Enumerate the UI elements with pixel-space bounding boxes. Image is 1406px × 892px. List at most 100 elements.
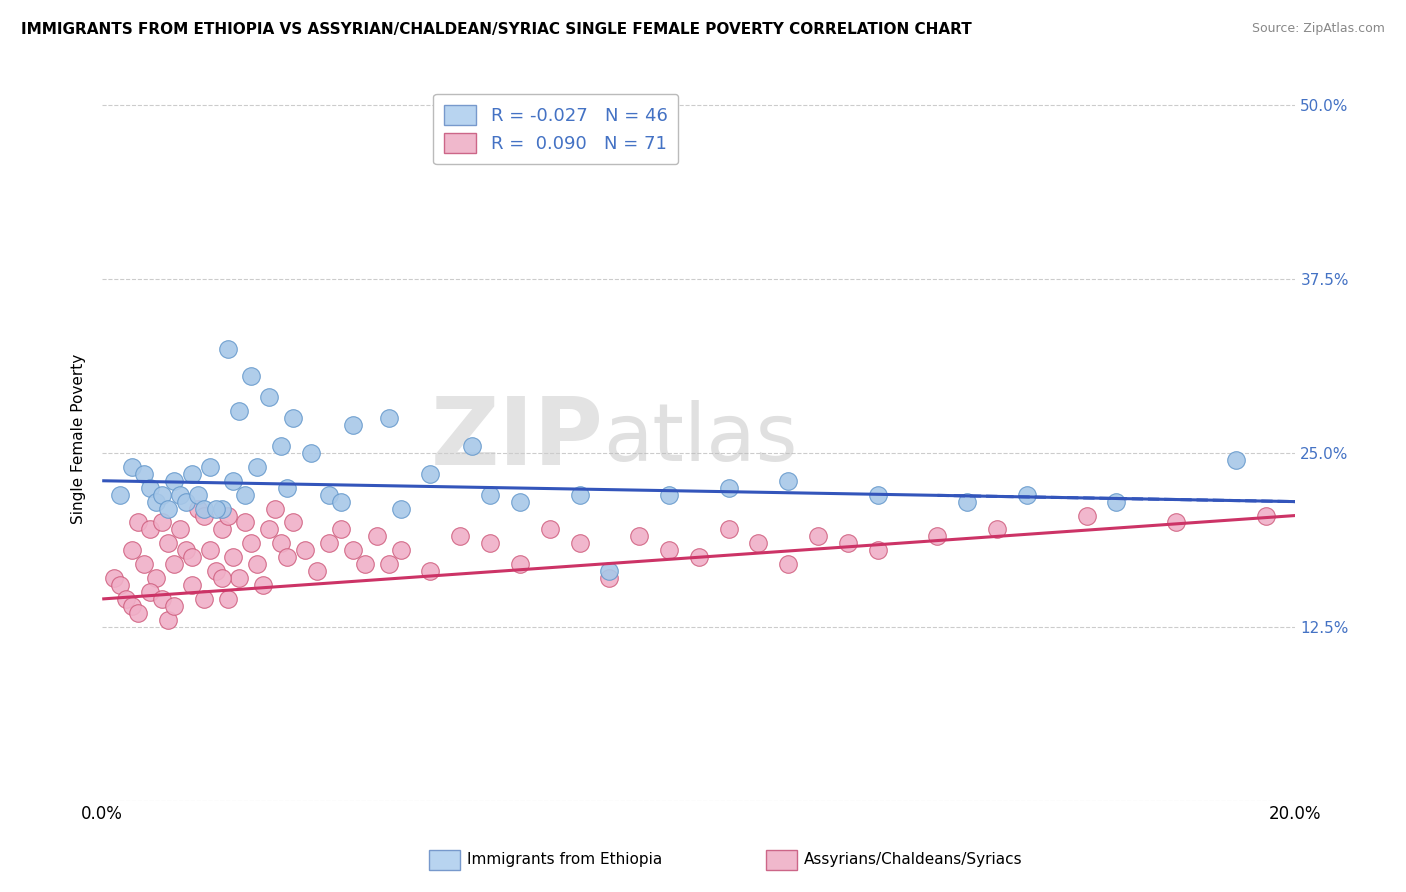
Point <box>342 418 364 433</box>
Point <box>240 369 263 384</box>
Point <box>198 459 221 474</box>
Point <box>204 564 226 578</box>
Point <box>807 529 830 543</box>
Point <box>778 558 800 572</box>
Point <box>121 599 143 613</box>
Point <box>246 558 269 572</box>
Point <box>717 481 740 495</box>
Point <box>103 571 125 585</box>
Point <box>187 488 209 502</box>
Text: IMMIGRANTS FROM ETHIOPIA VS ASSYRIAN/CHALDEAN/SYRIAC SINGLE FEMALE POVERTY CORRE: IMMIGRANTS FROM ETHIOPIA VS ASSYRIAN/CHA… <box>21 22 972 37</box>
Point <box>294 543 316 558</box>
Point <box>240 536 263 550</box>
Point <box>132 558 155 572</box>
Point <box>377 411 399 425</box>
Point <box>127 606 149 620</box>
Point <box>1254 508 1277 523</box>
Point <box>329 494 352 508</box>
Point <box>228 571 250 585</box>
Point <box>1076 508 1098 523</box>
Point <box>270 536 292 550</box>
Point <box>204 501 226 516</box>
Point <box>108 488 131 502</box>
Point <box>174 494 197 508</box>
Text: Immigrants from Ethiopia: Immigrants from Ethiopia <box>467 853 662 867</box>
Point <box>121 459 143 474</box>
Point <box>1225 453 1247 467</box>
Point <box>866 543 889 558</box>
Point <box>866 488 889 502</box>
Point <box>568 488 591 502</box>
Point <box>305 564 328 578</box>
Point <box>180 550 202 565</box>
Point <box>389 501 412 516</box>
Point <box>1105 494 1128 508</box>
Point <box>329 523 352 537</box>
Point <box>419 467 441 481</box>
Point <box>145 494 167 508</box>
Point <box>509 494 531 508</box>
Y-axis label: Single Female Poverty: Single Female Poverty <box>72 354 86 524</box>
Point <box>252 578 274 592</box>
Point <box>568 536 591 550</box>
Point <box>837 536 859 550</box>
Point <box>156 501 179 516</box>
Point <box>193 508 215 523</box>
Point <box>235 516 257 530</box>
Point <box>281 411 304 425</box>
Legend: R = -0.027   N = 46, R =  0.090   N = 71: R = -0.027 N = 46, R = 0.090 N = 71 <box>433 94 678 164</box>
Point <box>193 591 215 606</box>
Point <box>163 474 186 488</box>
Point <box>156 613 179 627</box>
Point <box>211 571 233 585</box>
Point <box>1166 516 1188 530</box>
Point <box>353 558 375 572</box>
Point <box>366 529 388 543</box>
Point <box>228 404 250 418</box>
Point <box>299 446 322 460</box>
Point <box>139 481 162 495</box>
Point <box>658 543 681 558</box>
Text: Assyrians/Chaldeans/Syriacs: Assyrians/Chaldeans/Syriacs <box>804 853 1022 867</box>
Point <box>222 474 245 488</box>
Point <box>538 523 561 537</box>
Point <box>174 543 197 558</box>
Point <box>389 543 412 558</box>
Point <box>217 342 239 356</box>
Point <box>342 543 364 558</box>
Point <box>717 523 740 537</box>
Point <box>235 488 257 502</box>
Point <box>139 585 162 599</box>
Point <box>217 591 239 606</box>
Point <box>163 599 186 613</box>
Point <box>259 523 281 537</box>
Point <box>115 591 138 606</box>
Point <box>377 558 399 572</box>
Point <box>127 516 149 530</box>
Point <box>187 501 209 516</box>
Point <box>778 474 800 488</box>
Point <box>658 488 681 502</box>
Point <box>598 564 620 578</box>
Point <box>598 571 620 585</box>
Point <box>449 529 471 543</box>
Point <box>169 488 191 502</box>
Point <box>211 523 233 537</box>
Point <box>628 529 651 543</box>
Point <box>281 516 304 530</box>
Point <box>150 516 173 530</box>
Text: Source: ZipAtlas.com: Source: ZipAtlas.com <box>1251 22 1385 36</box>
Point <box>193 501 215 516</box>
Point <box>121 543 143 558</box>
Point <box>747 536 769 550</box>
Point <box>956 494 979 508</box>
Point <box>479 536 502 550</box>
Point <box>108 578 131 592</box>
Point <box>222 550 245 565</box>
Point <box>318 488 340 502</box>
Point <box>217 508 239 523</box>
Point <box>509 558 531 572</box>
Point <box>198 543 221 558</box>
Point <box>163 558 186 572</box>
Point <box>986 523 1008 537</box>
